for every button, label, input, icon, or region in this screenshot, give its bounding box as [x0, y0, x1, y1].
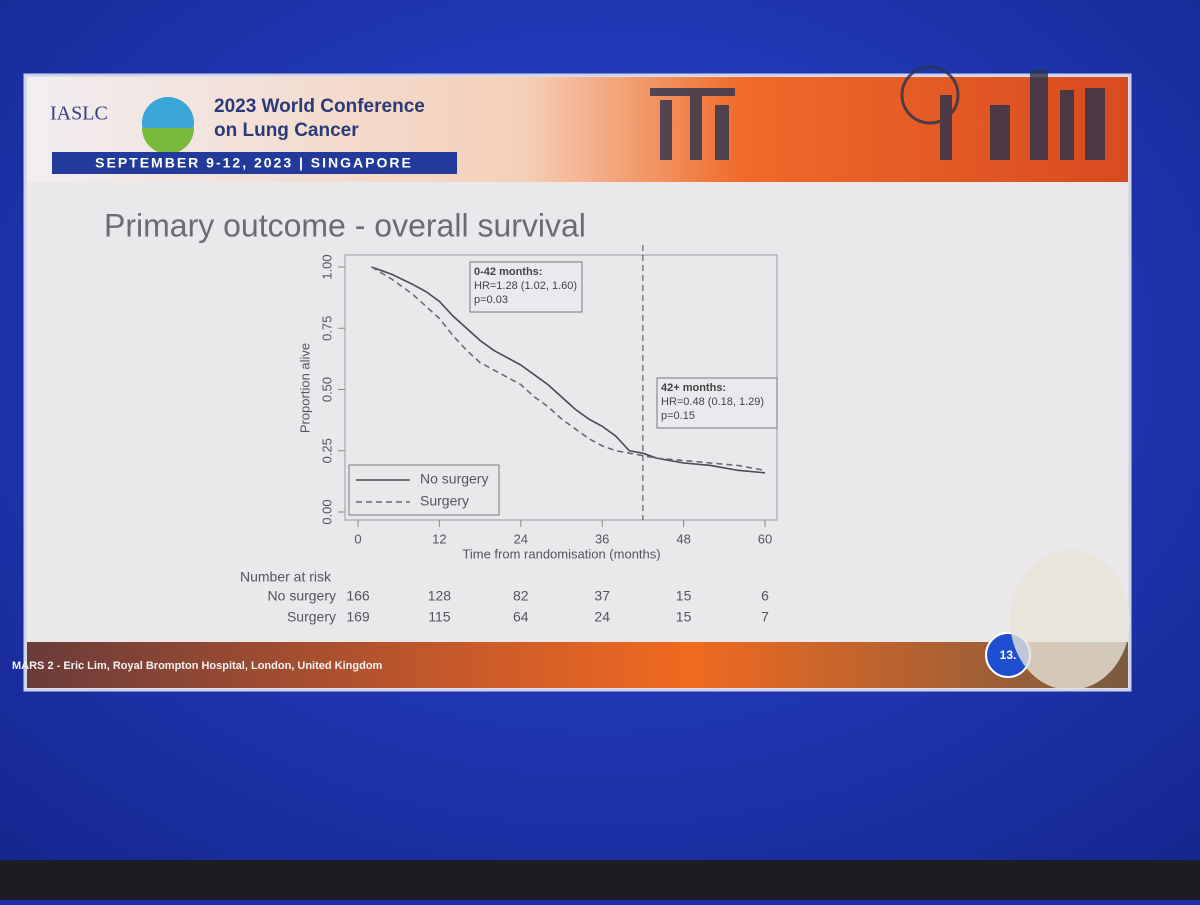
- footer-banner: [27, 642, 1128, 688]
- risk-count: 115: [428, 609, 451, 625]
- risk-count: 64: [513, 609, 529, 625]
- risk-count: 169: [346, 609, 370, 625]
- x-tick-label: 60: [758, 531, 772, 546]
- dates: SEPTEMBER 9-12, 2023 | SINGAPORE: [95, 155, 413, 171]
- mascot: [1010, 550, 1130, 690]
- conference-title: 2023 World Conference: [214, 96, 425, 117]
- risk-count: 6: [761, 588, 769, 604]
- risk-row-label: Surgery: [287, 609, 336, 625]
- floor: [0, 860, 1200, 900]
- x-tick-label: 12: [432, 531, 446, 546]
- annotation-text: 42+ months:: [661, 382, 726, 394]
- x-tick-label: 24: [514, 531, 528, 546]
- survival-curve: [371, 266, 766, 472]
- risk-count: 128: [428, 588, 452, 604]
- risk-table-title: Number at risk: [240, 569, 332, 585]
- x-tick-label: 48: [676, 531, 690, 546]
- risk-row-label: No surgery: [268, 588, 336, 604]
- annotation-text: p=0.15: [661, 410, 695, 422]
- annotation-text: 0-42 months:: [474, 266, 542, 278]
- org-logo: IASLC: [50, 103, 108, 125]
- annotation-text: p=0.03: [474, 294, 508, 306]
- footer-text: MARS 2 - Eric Lim, Royal Brompton Hospit…: [12, 660, 383, 672]
- legend-label: Surgery: [420, 493, 469, 509]
- y-tick-label: 0.75: [319, 316, 334, 341]
- annotation-box: [656, 377, 778, 429]
- risk-count: 15: [676, 609, 692, 625]
- slide-title: Primary outcome - overall survival: [104, 207, 586, 243]
- risk-count: 37: [594, 588, 610, 604]
- risk-count: 15: [676, 588, 692, 604]
- y-tick-label: 1.00: [319, 254, 334, 279]
- page-number: 13.: [1000, 648, 1017, 662]
- y-tick-label: 0.00: [319, 499, 334, 524]
- x-axis-title: Time from randomisation (months): [462, 546, 660, 561]
- risk-count: 82: [513, 588, 529, 604]
- annotation-text: HR=0.48 (0.18, 1.29): [661, 396, 764, 408]
- date-bar: [52, 152, 457, 174]
- legend-box: [348, 464, 500, 516]
- x-tick-label: 0: [354, 531, 361, 546]
- logo-mark-ground: [142, 128, 194, 154]
- risk-count: 166: [346, 588, 370, 604]
- conference-title: on Lung Cancer: [214, 120, 359, 141]
- risk-count: 24: [594, 609, 610, 625]
- y-axis-title: Proportion alive: [297, 343, 312, 433]
- y-tick-label: 0.25: [319, 438, 334, 463]
- annotation-box: [469, 261, 583, 313]
- survival-curve: [371, 266, 766, 474]
- legend-label: No surgery: [420, 471, 488, 487]
- annotation-text: HR=1.28 (1.02, 1.60): [474, 280, 577, 292]
- y-tick-label: 0.50: [319, 377, 334, 402]
- skyline: [650, 65, 1105, 160]
- risk-count: 7: [761, 609, 769, 625]
- x-tick-label: 36: [595, 531, 609, 546]
